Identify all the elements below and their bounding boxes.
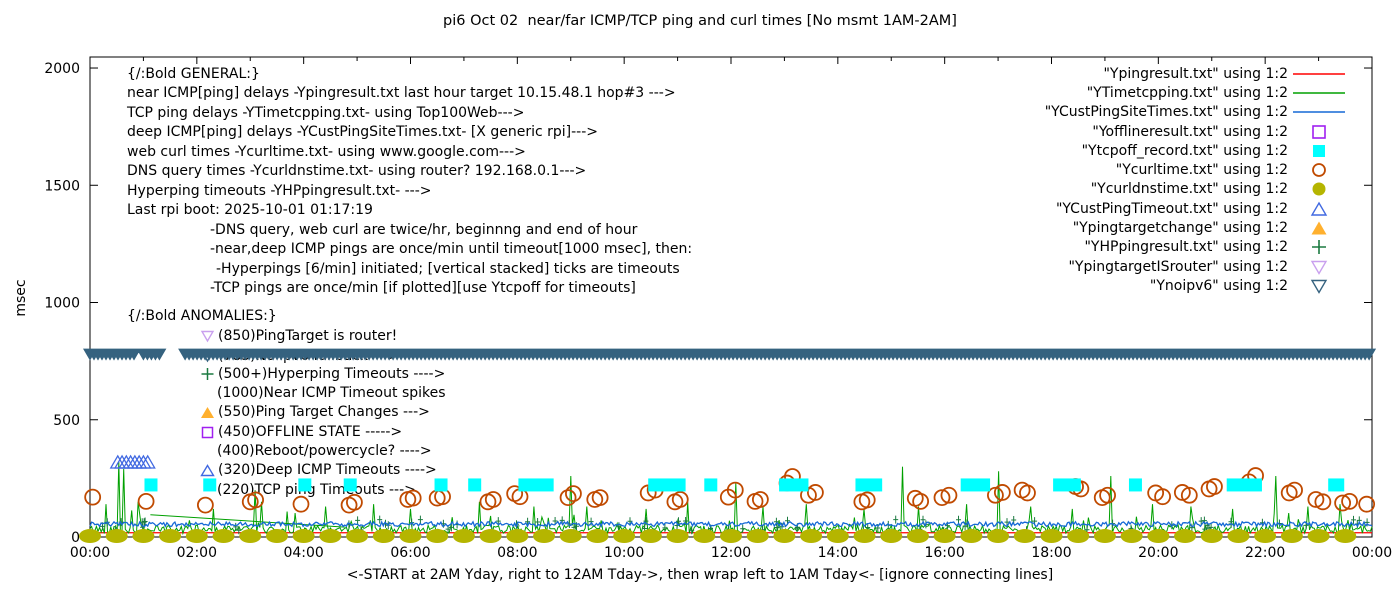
general-line: Last rpi boot: 2025-10-01 01:17:19 <box>127 202 373 218</box>
hyperping-timeout-icon <box>201 368 214 380</box>
legend-item: "Ypingresult.txt" using 1:2 <box>935 64 1350 83</box>
triangle-up-filled-icon <box>1311 221 1327 235</box>
legend-marker-square-open <box>1288 124 1350 140</box>
legend-marker-line-red <box>1288 66 1350 82</box>
general-line: deep ICMP[ping] delays -YCustPingSiteTim… <box>127 124 598 140</box>
legend-item: "Ynoipv6" using 1:2 <box>935 276 1350 295</box>
legend-item: "Ycurltime.txt" using 1:2 <box>935 160 1350 179</box>
legend-item: "Yofflineresult.txt" using 1:2 <box>935 122 1350 141</box>
legend-label: "Ypingtargetchange" using 1:2 <box>1072 220 1288 237</box>
legend-label: "Ycurltime.txt" using 1:2 <box>1115 162 1288 179</box>
anomaly-line: (220)TCP ping Timeouts ---> <box>217 482 416 498</box>
legend-item: "YTimetcpping.txt" using 1:2 <box>935 83 1350 102</box>
general-line: Hyperping timeouts -YHPpingresult.txt- -… <box>127 183 432 199</box>
deep-icmp-timeout-icon <box>200 464 215 477</box>
anomaly-line: (400)Reboot/powercycle? ----> <box>217 443 432 459</box>
general-line: TCP ping delays -YTimetcpping.txt- using… <box>127 105 525 121</box>
legend-label: "Ynoipv6" using 1:2 <box>1149 277 1288 294</box>
ping-target-change-icon <box>201 407 214 418</box>
chart-title: pi6 Oct 02 near/far ICMP/TCP ping and cu… <box>443 13 957 29</box>
legend-marker-triangle-up-filled <box>1288 220 1350 236</box>
anomaly-line: (500+)Hyperping Timeouts ----> <box>200 366 445 382</box>
general-line: near ICMP[ping] delays -Ypingresult.txt … <box>127 85 676 101</box>
general-line: web curl times -Ycurltime.txt- using www… <box>127 144 526 160</box>
legend-marker-triangle-down-open-violet <box>1288 259 1350 275</box>
anomaly-line: (1000)Near ICMP Timeout spikes <box>217 385 446 401</box>
general-line: -Hyperpings [6/min] initiated; [vertical… <box>216 261 680 277</box>
anomaly-line: (850)PingTarget is router! <box>200 328 397 344</box>
legend: "Ypingresult.txt" using 1:2 "YTimetcppin… <box>935 64 1350 296</box>
legend-label: "Ycurldnstime.txt" using 1:2 <box>1090 181 1288 198</box>
legend-marker-square-filled <box>1288 143 1350 159</box>
line-icon <box>1293 72 1345 75</box>
legend-label: "Yofflineresult.txt" using 1:2 <box>1092 123 1288 140</box>
circle-filled-icon <box>1312 182 1326 196</box>
y-axis-label: msec <box>13 279 29 317</box>
anomaly-line: (550)Ping Target Changes ---> <box>200 404 430 420</box>
pingtarget-is-router-icon <box>200 330 215 343</box>
legend-marker-line-blue <box>1288 104 1350 120</box>
legend-label: "YHPpingresult.txt" using 1:2 <box>1084 239 1288 256</box>
legend-label: "YCustPingSiteTimes.txt" using 1:2 <box>1044 104 1288 121</box>
general-line: -near,deep ICMP pings are once/min until… <box>210 241 693 257</box>
legend-item: "YCustPingTimeout.txt" using 1:2 <box>935 199 1350 218</box>
general-line: -TCP pings are once/min [if plotted][use… <box>210 280 636 296</box>
anomalies-header: {/:Bold ANOMALIES:} <box>127 308 277 324</box>
legend-item: "Ytcpoff_record.txt" using 1:2 <box>935 141 1350 160</box>
square-open-icon <box>1312 124 1326 139</box>
x-axis-label: <-START at 2AM Yday, right to 12AM Tday-… <box>346 567 1054 583</box>
legend-label: "Ypingresult.txt" using 1:2 <box>1103 65 1288 82</box>
legend-item: "Ypingtargetchange" using 1:2 <box>935 218 1350 237</box>
legend-marker-line-green <box>1288 85 1350 101</box>
general-line: -DNS query, web curl are twice/hr, begin… <box>210 222 638 238</box>
anomaly-line: (450)OFFLINE STATE -----> <box>200 424 402 440</box>
anomaly-line: (320)Deep ICMP Timeouts ----> <box>200 462 437 478</box>
triangle-down-open-icon <box>1310 279 1328 294</box>
square-filled-icon <box>1313 144 1325 157</box>
legend-marker-circle-open <box>1288 162 1350 178</box>
no-ipv6-icon <box>200 350 215 363</box>
legend-label: "YpingtargetISrouter" using 1:2 <box>1068 258 1288 275</box>
legend-label: "Ytcpoff_record.txt" using 1:2 <box>1081 142 1288 159</box>
legend-label: "YCustPingTimeout.txt" using 1:2 <box>1055 200 1288 217</box>
legend-item: "YHPpingresult.txt" using 1:2 <box>935 238 1350 257</box>
legend-item: "YCustPingSiteTimes.txt" using 1:2 <box>935 103 1350 122</box>
triangle-down-open-icon <box>1310 260 1328 275</box>
legend-marker-circle-filled <box>1288 181 1350 197</box>
plus-icon <box>1312 240 1326 255</box>
legend-marker-plus <box>1288 239 1350 255</box>
legend-item: "Ycurldnstime.txt" using 1:2 <box>935 180 1350 199</box>
legend-marker-triangle-down-open-teal <box>1288 278 1350 294</box>
general-line: DNS query times -Ycurldnstime.txt- using… <box>127 163 587 179</box>
circle-open-icon <box>1312 163 1326 178</box>
line-icon <box>1293 92 1345 94</box>
triangle-up-open-icon <box>1310 201 1328 216</box>
line-icon <box>1293 111 1345 114</box>
legend-item: "YpingtargetISrouter" using 1:2 <box>935 257 1350 276</box>
anomaly-line: (785)No ipv6 fallback ---> <box>200 348 399 364</box>
legend-marker-triangle-up-open <box>1288 201 1350 217</box>
legend-label: "YTimetcpping.txt" using 1:2 <box>1086 84 1288 101</box>
offline-state-icon <box>201 426 214 439</box>
general-header: {/:Bold GENERAL:} <box>127 66 260 82</box>
